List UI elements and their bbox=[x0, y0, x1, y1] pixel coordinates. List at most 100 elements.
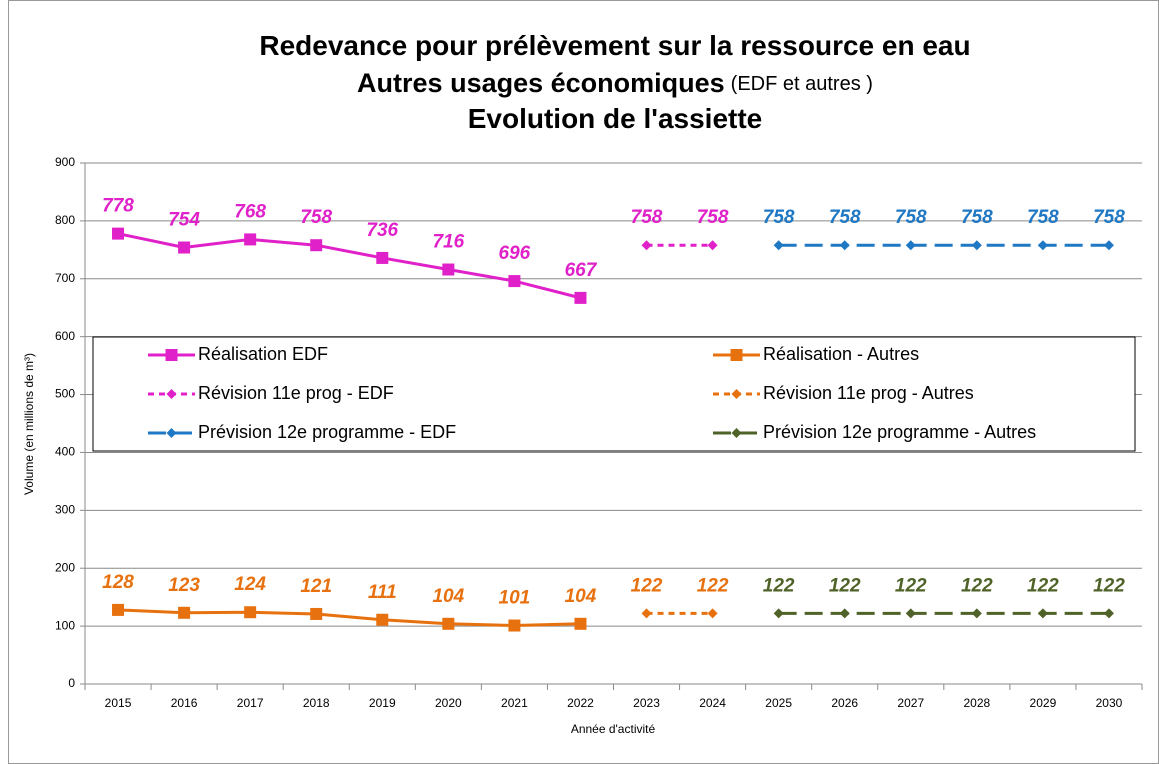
marker bbox=[376, 613, 389, 626]
marker bbox=[166, 389, 177, 399]
data-label: 122 bbox=[631, 575, 663, 596]
marker bbox=[442, 263, 455, 276]
chart-title: Autres usages économiques (EDF et autres … bbox=[357, 68, 873, 98]
marker bbox=[773, 608, 784, 619]
data-label: 758 bbox=[1093, 207, 1125, 228]
x-tick-label: 2017 bbox=[237, 696, 264, 710]
data-label: 122 bbox=[961, 575, 993, 596]
legend-entry: Révision 11e prog - EDF bbox=[148, 383, 394, 403]
data-label: 758 bbox=[631, 207, 663, 228]
data-label: 122 bbox=[895, 575, 927, 596]
data-label: 128 bbox=[102, 572, 134, 593]
data-label: 758 bbox=[1027, 207, 1059, 228]
x-tick-label: 2030 bbox=[1096, 696, 1123, 710]
data-label: 778 bbox=[102, 196, 134, 217]
x-tick-label: 2024 bbox=[699, 696, 726, 710]
marker bbox=[178, 241, 191, 254]
marker bbox=[839, 608, 850, 619]
x-tick-label: 2020 bbox=[435, 696, 462, 710]
data-label: 758 bbox=[961, 207, 993, 228]
data-label: 758 bbox=[763, 207, 795, 228]
marker bbox=[1103, 240, 1114, 251]
marker bbox=[376, 251, 389, 264]
marker bbox=[178, 606, 191, 619]
data-label: 104 bbox=[432, 586, 464, 607]
marker bbox=[165, 349, 178, 361]
legend-entry: Prévision 12e programme - Autres bbox=[713, 422, 1036, 442]
data-label: 122 bbox=[829, 575, 861, 596]
marker bbox=[707, 608, 718, 619]
marker bbox=[574, 291, 587, 304]
marker bbox=[839, 240, 850, 251]
x-tick-label: 2015 bbox=[105, 696, 132, 710]
marker bbox=[1037, 608, 1048, 619]
marker bbox=[112, 603, 125, 616]
legend-box bbox=[92, 336, 1136, 452]
marker bbox=[971, 608, 982, 619]
x-tick-label: 2029 bbox=[1030, 696, 1057, 710]
legend-entry: Réalisation EDF bbox=[148, 344, 328, 364]
chart-title: Evolution de l'assiette bbox=[468, 103, 763, 134]
marker bbox=[730, 349, 743, 361]
data-label: 122 bbox=[697, 575, 729, 596]
x-tick-label: 2022 bbox=[567, 696, 594, 710]
marker bbox=[244, 233, 257, 246]
marker bbox=[905, 608, 916, 619]
data-label: 758 bbox=[300, 207, 332, 228]
data-label: 758 bbox=[697, 207, 729, 228]
series-line bbox=[117, 232, 581, 300]
data-label: 111 bbox=[368, 582, 397, 603]
y-tick-label: 500 bbox=[55, 387, 75, 401]
legend-label: Révision 11e prog - Autres bbox=[763, 383, 974, 403]
marker bbox=[707, 240, 718, 251]
x-axis-label: Année d'activité bbox=[571, 722, 656, 736]
marker bbox=[112, 227, 125, 240]
legend-entry: Prévision 12e programme - EDF bbox=[148, 422, 456, 442]
y-tick-label: 200 bbox=[55, 560, 75, 574]
marker bbox=[641, 608, 652, 619]
data-label: 667 bbox=[565, 260, 598, 281]
x-tick-label: 2026 bbox=[831, 696, 858, 710]
marker bbox=[641, 240, 652, 251]
data-label: 716 bbox=[432, 232, 464, 253]
data-label: 123 bbox=[168, 575, 200, 596]
marker bbox=[310, 239, 323, 252]
data-label: 104 bbox=[565, 586, 597, 607]
data-label: 696 bbox=[499, 243, 531, 264]
y-axis-label: Volume (en millions de m³) bbox=[22, 353, 36, 495]
y-tick-label: 400 bbox=[55, 445, 75, 459]
y-tick-label: 0 bbox=[68, 676, 75, 690]
x-tick-label: 2025 bbox=[765, 696, 792, 710]
marker bbox=[244, 606, 257, 619]
data-label: 754 bbox=[168, 210, 200, 231]
marker bbox=[905, 240, 916, 251]
legend-label: Révision 11e prog - EDF bbox=[198, 383, 394, 403]
marker bbox=[971, 240, 982, 251]
marker bbox=[1103, 608, 1114, 619]
legend-label: Prévision 12e programme - EDF bbox=[198, 422, 456, 442]
data-label: 758 bbox=[829, 207, 861, 228]
series-line bbox=[117, 608, 581, 628]
marker bbox=[442, 617, 455, 630]
marker bbox=[1037, 240, 1048, 251]
legend-label: Prévision 12e programme - Autres bbox=[763, 422, 1036, 442]
x-tick-label: 2016 bbox=[171, 696, 198, 710]
x-tick-label: 2028 bbox=[963, 696, 990, 710]
x-tick-label: 2018 bbox=[303, 696, 330, 710]
y-tick-label: 100 bbox=[55, 618, 75, 632]
data-label: 121 bbox=[300, 576, 332, 597]
legend-entry: Révision 11e prog - Autres bbox=[713, 383, 974, 403]
x-tick-label: 2021 bbox=[501, 696, 528, 710]
data-label: 768 bbox=[234, 201, 266, 222]
legend-label: Réalisation - Autres bbox=[763, 344, 919, 364]
marker bbox=[166, 428, 177, 438]
marker bbox=[508, 619, 521, 632]
y-tick-label: 900 bbox=[55, 155, 75, 169]
legend-entry: Réalisation - Autres bbox=[713, 344, 919, 364]
y-tick-label: 600 bbox=[55, 329, 75, 343]
chart-title: Redevance pour prélèvement sur la ressou… bbox=[259, 30, 970, 61]
marker bbox=[508, 275, 521, 288]
data-label: 122 bbox=[1093, 575, 1125, 596]
data-label: 736 bbox=[366, 220, 398, 241]
